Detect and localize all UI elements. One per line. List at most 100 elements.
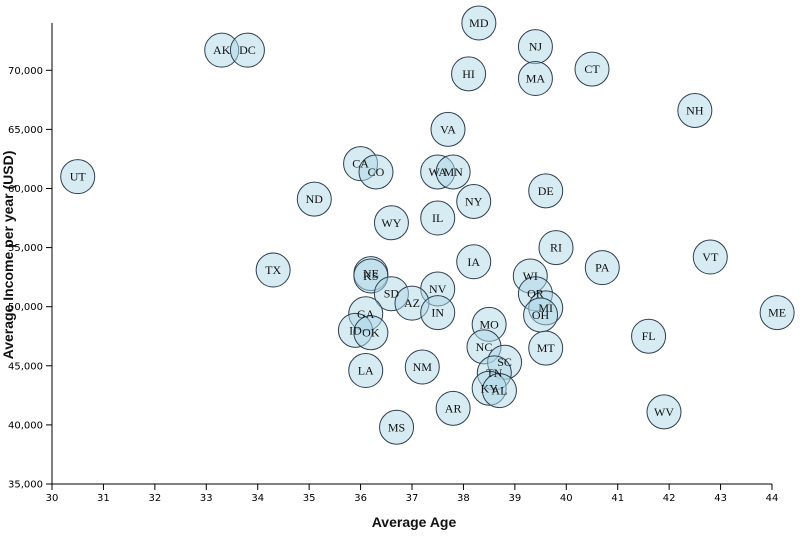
x-axis-title: Average Age	[372, 514, 457, 530]
state-point-il	[420, 200, 456, 236]
state-label-ct: CT	[584, 62, 600, 76]
state-label-nc: NC	[476, 340, 493, 354]
state-label-mt: MT	[537, 341, 556, 355]
x-tick-label: 36	[354, 493, 367, 504]
state-label-ks: KS	[363, 269, 378, 283]
y-axis-ticks: 35,000 40,000 45,000 50,000 55,000 60,000 65,0…	[8, 66, 52, 491]
state-point-nd	[296, 181, 332, 217]
state-point-co	[358, 154, 394, 190]
state-point-mt	[528, 330, 564, 366]
y-tick-label: 70,000	[8, 66, 43, 77]
state-point-ar	[435, 390, 471, 426]
state-label-me: ME	[768, 306, 786, 320]
state-point-wy	[373, 205, 409, 241]
y-tick-label: 65,000	[8, 125, 43, 136]
state-label-vt: VT	[702, 250, 719, 264]
state-point-me	[759, 295, 795, 331]
x-tick-label: 41	[611, 493, 624, 504]
state-label-ma: MA	[526, 72, 546, 86]
state-point-ct	[574, 51, 610, 87]
state-point-ut	[60, 159, 96, 195]
state-point-de	[528, 173, 564, 209]
state-point-hi	[451, 56, 487, 92]
state-label-ne: NE	[363, 267, 379, 281]
state-label-ar: AR	[445, 401, 462, 415]
state-point-ia	[456, 244, 492, 280]
state-label-nm: NM	[413, 360, 433, 374]
state-label-mi: MI	[538, 301, 553, 315]
state-label-dc: DC	[239, 43, 256, 57]
state-point-in	[420, 295, 456, 331]
y-tick-label: 55,000	[8, 243, 43, 254]
state-point-ms	[379, 409, 415, 445]
x-tick-label: 38	[457, 493, 470, 504]
state-label-nv: NV	[429, 282, 447, 296]
state-point-nm	[404, 349, 440, 385]
state-label-md: MD	[469, 16, 489, 30]
x-tick-label: 39	[508, 493, 521, 504]
y-tick-label: 60,000	[8, 184, 43, 195]
state-label-va: VA	[440, 122, 456, 136]
state-label-ca: CA	[352, 157, 369, 171]
x-tick-label: 35	[303, 493, 316, 504]
x-tick-label: 40	[560, 493, 573, 504]
state-label-nd: ND	[306, 192, 324, 206]
state-label-id: ID	[349, 323, 362, 337]
state-label-ia: IA	[467, 255, 480, 269]
state-label-ri: RI	[550, 241, 562, 255]
state-label-ny: NY	[465, 194, 483, 208]
state-label-tn: TN	[486, 366, 502, 380]
state-label-ut: UT	[70, 170, 87, 184]
state-label-hi: HI	[462, 67, 475, 81]
x-tick-label: 44	[766, 493, 779, 504]
state-label-sd: SD	[384, 287, 400, 301]
state-label-ok: OK	[362, 326, 380, 340]
x-tick-label: 32	[148, 493, 161, 504]
state-point-va	[430, 111, 466, 147]
state-label-mn: MN	[443, 165, 463, 179]
state-label-il: IL	[432, 211, 443, 225]
state-label-co: CO	[368, 165, 385, 179]
state-label-wi: WI	[523, 269, 538, 283]
state-point-nh	[677, 92, 713, 128]
state-label-or: OR	[527, 287, 544, 301]
state-point-tx	[255, 252, 291, 288]
state-label-al: AL	[491, 384, 507, 398]
state-label-pa: PA	[595, 261, 610, 275]
x-axis-ticks: 30 31 32 33 34 35 36 37 38 39 40 41 42 43 44	[46, 484, 779, 504]
y-tick-label: 45,000	[8, 361, 43, 372]
state-point-ri	[538, 230, 574, 266]
state-label-la: LA	[358, 364, 374, 378]
state-label-sc: SC	[497, 355, 512, 369]
state-point-mn	[435, 154, 471, 190]
state-label-ms: MS	[388, 420, 405, 434]
state-label-tx: TX	[265, 263, 281, 277]
y-axis-title: Average Income per year (USD)	[0, 151, 16, 360]
state-label-wa: WA	[428, 165, 447, 179]
state-label-wv: WV	[654, 405, 674, 419]
state-label-nj: NJ	[529, 40, 543, 54]
state-point-pa	[584, 250, 620, 286]
x-tick-label: 43	[714, 493, 727, 504]
y-tick-label: 35,000	[8, 480, 43, 491]
state-point-al	[481, 373, 517, 409]
state-point-fl	[631, 318, 667, 354]
x-tick-label: 31	[97, 493, 110, 504]
x-tick-label: 34	[251, 493, 264, 504]
state-point-md	[461, 5, 497, 41]
state-label-in: IN	[431, 306, 444, 320]
state-label-wy: WY	[381, 216, 401, 230]
state-point-ny	[456, 183, 492, 219]
y-tick-label: 40,000	[8, 420, 43, 431]
x-tick-label: 30	[46, 493, 59, 504]
state-label-ga: GA	[357, 307, 375, 321]
state-point-vt	[692, 239, 728, 275]
state-point-ma	[517, 61, 553, 97]
x-tick-label: 37	[406, 493, 419, 504]
state-label-mo: MO	[479, 317, 499, 331]
state-label-de: DE	[538, 184, 554, 198]
state-label-az: AZ	[404, 296, 420, 310]
y-tick-label: 50,000	[8, 302, 43, 313]
